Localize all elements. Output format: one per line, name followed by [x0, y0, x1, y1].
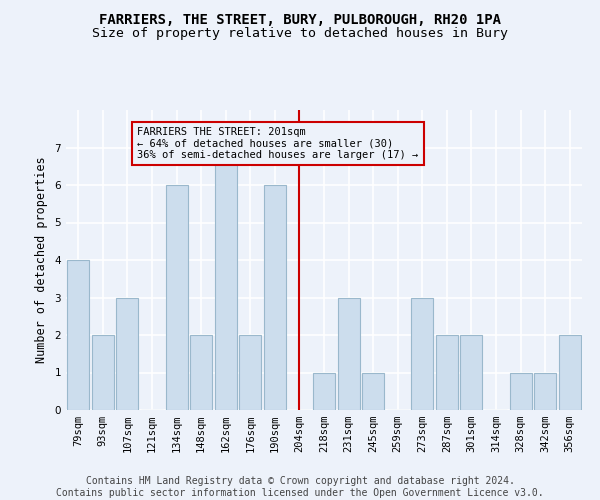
Bar: [116, 298, 139, 410]
Bar: [313, 372, 335, 410]
Bar: [411, 298, 433, 410]
Text: FARRIERS, THE STREET, BURY, PULBOROUGH, RH20 1PA: FARRIERS, THE STREET, BURY, PULBOROUGH, …: [99, 12, 501, 26]
Bar: [166, 185, 188, 410]
Bar: [338, 298, 359, 410]
Bar: [509, 372, 532, 410]
Bar: [92, 335, 114, 410]
Text: Contains HM Land Registry data © Crown copyright and database right 2024.
Contai: Contains HM Land Registry data © Crown c…: [56, 476, 544, 498]
Bar: [534, 372, 556, 410]
Bar: [559, 335, 581, 410]
Bar: [436, 335, 458, 410]
Bar: [362, 372, 384, 410]
Text: Size of property relative to detached houses in Bury: Size of property relative to detached ho…: [92, 28, 508, 40]
Bar: [190, 335, 212, 410]
Bar: [67, 260, 89, 410]
Bar: [239, 335, 262, 410]
Bar: [264, 185, 286, 410]
Bar: [460, 335, 482, 410]
Text: FARRIERS THE STREET: 201sqm
← 64% of detached houses are smaller (30)
36% of sem: FARRIERS THE STREET: 201sqm ← 64% of det…: [137, 127, 419, 160]
Bar: [215, 148, 237, 410]
Y-axis label: Number of detached properties: Number of detached properties: [35, 156, 47, 364]
